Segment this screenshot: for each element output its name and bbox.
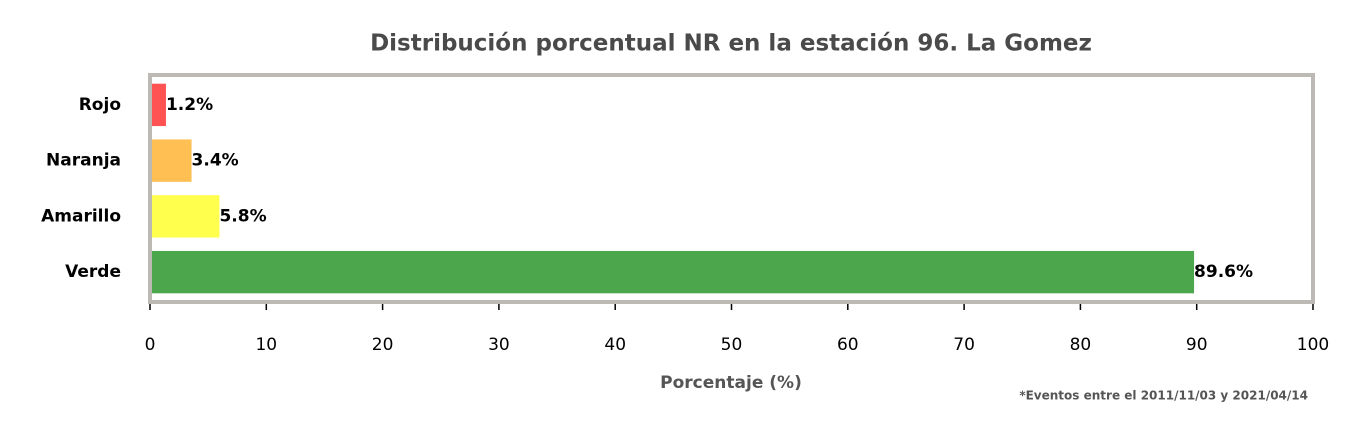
value-label: 89.6%	[1194, 262, 1253, 282]
bar	[152, 139, 192, 182]
bar	[152, 83, 166, 127]
bar	[152, 250, 1195, 294]
bar	[152, 195, 220, 238]
value-label: 3.4%	[192, 151, 239, 171]
x-tick-label: 90	[1186, 335, 1208, 355]
value-label: 1.2%	[166, 95, 213, 115]
x-tick-label: 40	[604, 335, 626, 355]
y-tick-label: Rojo	[79, 95, 121, 115]
plot-frame	[148, 73, 1315, 304]
x-tick-label: 20	[372, 335, 394, 355]
x-tick-label: 50	[721, 335, 743, 355]
footnote: *Eventos entre el 2011/11/03 y 2021/04/1…	[1019, 389, 1308, 403]
x-tick-label: 80	[1070, 335, 1092, 355]
x-tick-label: 0	[145, 335, 156, 355]
y-tick-label: Naranja	[46, 151, 121, 171]
y-tick-label: Verde	[65, 262, 121, 282]
x-axis-label: Porcentaje (%)	[660, 373, 802, 393]
x-tick-label: 30	[488, 335, 510, 355]
chart-title: Distribución porcentual NR en la estació…	[370, 31, 1092, 57]
x-tick-label: 100	[1297, 335, 1329, 355]
y-tick-label: Amarillo	[41, 206, 121, 226]
x-tick-label: 70	[953, 335, 975, 355]
value-label: 5.8%	[219, 206, 266, 226]
x-tick-label: 10	[255, 335, 277, 355]
x-tick-label: 60	[837, 335, 859, 355]
